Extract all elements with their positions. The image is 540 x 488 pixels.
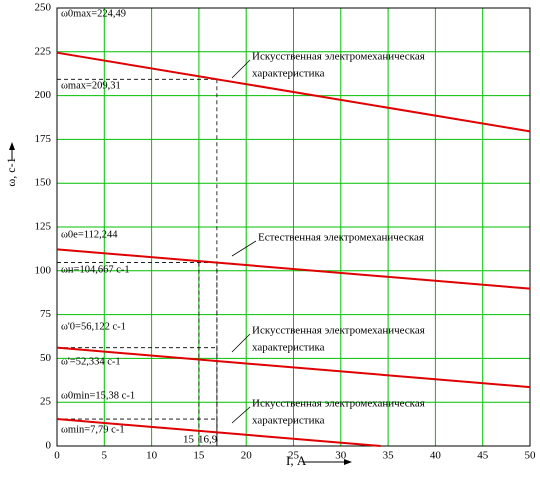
y-axis-label: ω, с-1 bbox=[4, 157, 18, 186]
x-tick-label: 35 bbox=[383, 450, 395, 462]
x-tick-label: 0 bbox=[54, 450, 60, 462]
annotation: ω'=52,334 с-1 bbox=[61, 356, 121, 367]
annotation: ω0min=15,38 с-1 bbox=[61, 390, 135, 401]
annotation: ω'0=56,122 с-1 bbox=[61, 321, 126, 332]
x-tick-label: 50 bbox=[525, 450, 537, 462]
y-tick-label: 125 bbox=[35, 221, 52, 233]
curve-label: Естественная электромеханическая bbox=[258, 232, 424, 244]
x-tick-label: 5 bbox=[102, 450, 108, 462]
x-axis-arrowhead bbox=[344, 459, 352, 465]
annotation: ωmin=7,79 с-1 bbox=[61, 424, 125, 435]
x-tick-label: 10 bbox=[146, 450, 158, 462]
x-tick-label: 45 bbox=[477, 450, 489, 462]
y-tick-label: 25 bbox=[40, 396, 52, 408]
leader-line bbox=[231, 240, 257, 257]
y-axis-arrowhead bbox=[9, 142, 15, 150]
plot-frame bbox=[56, 7, 531, 447]
curve-label: характеристика bbox=[252, 342, 325, 354]
leader-line bbox=[231, 406, 251, 424]
series-line bbox=[56, 248, 531, 290]
x-axis-label: I, А bbox=[286, 453, 307, 468]
x-tick-label: 25 bbox=[288, 450, 300, 462]
annotation: ω0max=224,49 bbox=[61, 8, 126, 19]
y-tick-label: 100 bbox=[35, 264, 52, 276]
curve-label: характеристика bbox=[252, 68, 325, 80]
leader-line bbox=[231, 333, 251, 353]
y-tick-label: 50 bbox=[40, 352, 52, 364]
curve-label: Искусственная электромеханическая bbox=[252, 325, 425, 337]
x-tick-label: 30 bbox=[335, 450, 347, 462]
guide-label: 16,9 bbox=[198, 434, 218, 446]
curve-label: характеристика bbox=[252, 415, 325, 427]
y-tick-label: 200 bbox=[35, 89, 52, 101]
guide-label: 15 bbox=[183, 434, 195, 446]
series-line bbox=[56, 346, 531, 389]
series-line bbox=[56, 51, 531, 133]
y-tick-label: 175 bbox=[35, 133, 52, 145]
y-tick-label: 0 bbox=[46, 440, 52, 452]
y-tick-label: 75 bbox=[40, 308, 52, 320]
annotation: ωmax=209,31 bbox=[61, 80, 121, 91]
y-tick-label: 150 bbox=[35, 177, 52, 189]
series-line bbox=[56, 418, 381, 447]
curve-label: Искусственная электромеханическая bbox=[252, 51, 425, 63]
x-tick-label: 40 bbox=[430, 450, 442, 462]
curve-label: Искусственная электромеханическая bbox=[252, 398, 425, 410]
x-tick-label: 20 bbox=[241, 450, 253, 462]
annotation: ω0e=112,244 bbox=[61, 229, 118, 240]
x-tick-label: 15 bbox=[193, 450, 205, 462]
y-tick-label: 250 bbox=[35, 2, 52, 14]
y-tick-label: 225 bbox=[35, 45, 52, 57]
annotation: ωн=104,667 с-1 bbox=[61, 264, 130, 275]
leader-line bbox=[231, 59, 251, 79]
